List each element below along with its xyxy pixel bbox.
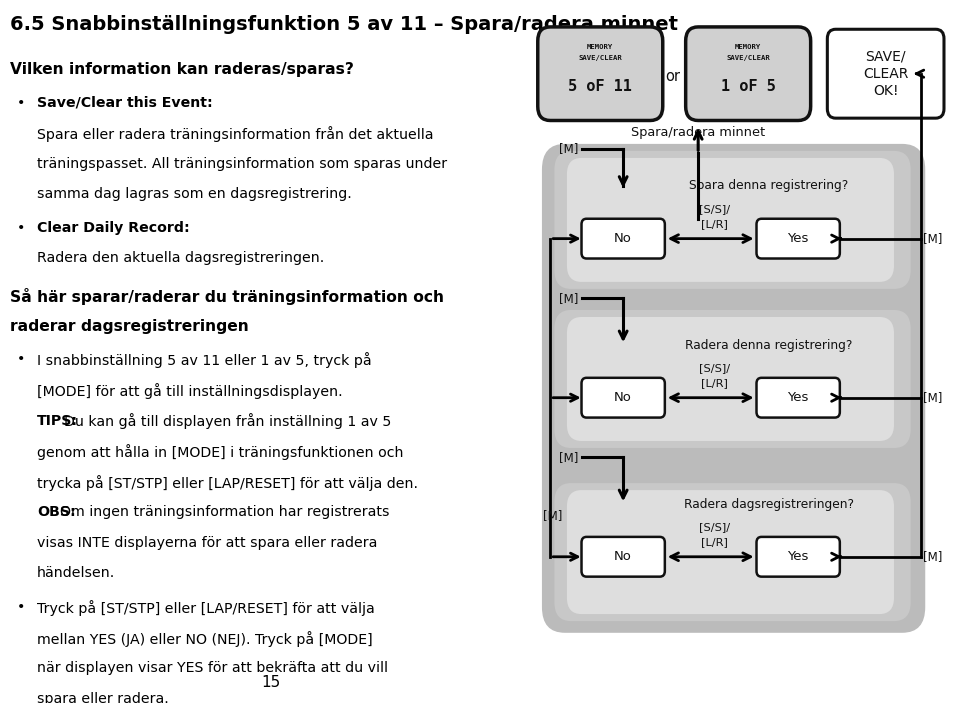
Text: SAVE/CLEAR: SAVE/CLEAR xyxy=(727,55,770,60)
Text: No: No xyxy=(614,232,632,245)
Text: No: No xyxy=(614,391,632,404)
Text: SAVE/
CLEAR
OK!: SAVE/ CLEAR OK! xyxy=(863,49,908,98)
FancyBboxPatch shape xyxy=(555,151,911,289)
Text: •: • xyxy=(17,352,26,366)
Text: SAVE/CLEAR: SAVE/CLEAR xyxy=(578,55,622,60)
Text: 5 oF 11: 5 oF 11 xyxy=(568,79,633,93)
Text: Clear Daily Record:: Clear Daily Record: xyxy=(36,221,190,235)
Text: [S/S]/: [S/S]/ xyxy=(699,522,731,533)
FancyBboxPatch shape xyxy=(582,219,665,259)
Text: raderar dagsregistreringen: raderar dagsregistreringen xyxy=(10,318,249,334)
Text: [M]: [M] xyxy=(924,391,943,404)
Text: trycka på [ST/STP] eller [LAP/RESET] för att välja den.: trycka på [ST/STP] eller [LAP/RESET] för… xyxy=(36,475,418,491)
Text: Du kan gå till displayen från inställning 1 av 5: Du kan gå till displayen från inställnin… xyxy=(64,413,392,430)
Text: [M]: [M] xyxy=(924,232,943,245)
Text: or: or xyxy=(665,69,681,84)
FancyBboxPatch shape xyxy=(567,158,894,282)
Text: MEMORY: MEMORY xyxy=(588,44,613,50)
Text: händelsen.: händelsen. xyxy=(36,567,115,581)
Text: [L/R]: [L/R] xyxy=(702,219,729,229)
Text: Så här sparar/raderar du träningsinformation och: Så här sparar/raderar du träningsinforma… xyxy=(10,288,444,305)
FancyBboxPatch shape xyxy=(756,219,840,259)
Text: samma dag lagras som en dagsregistrering.: samma dag lagras som en dagsregistrering… xyxy=(36,187,351,201)
Text: visas INTE displayerna för att spara eller radera: visas INTE displayerna för att spara ell… xyxy=(36,536,377,550)
Text: •: • xyxy=(17,221,26,235)
FancyBboxPatch shape xyxy=(555,483,911,621)
Text: [M]: [M] xyxy=(559,142,578,155)
Text: TIPS:: TIPS: xyxy=(36,413,78,427)
Text: 1 oF 5: 1 oF 5 xyxy=(721,79,776,93)
Text: Vilken information kan raderas/sparas?: Vilken information kan raderas/sparas? xyxy=(10,62,353,77)
Text: [L/R]: [L/R] xyxy=(702,378,729,389)
Text: [L/R]: [L/R] xyxy=(702,538,729,548)
Text: Radera dagsregistreringen?: Radera dagsregistreringen? xyxy=(684,498,854,510)
Text: [M]: [M] xyxy=(924,550,943,563)
FancyBboxPatch shape xyxy=(567,490,894,614)
Text: Yes: Yes xyxy=(787,391,809,404)
FancyBboxPatch shape xyxy=(828,30,944,118)
Text: träningspasset. All träningsinformation som sparas under: träningspasset. All träningsinformation … xyxy=(36,157,447,171)
Text: när displayen visar YES för att bekräfta att du vill: när displayen visar YES för att bekräfta… xyxy=(36,662,388,676)
Text: 15: 15 xyxy=(261,676,281,690)
FancyBboxPatch shape xyxy=(756,378,840,418)
Text: mellan YES (JA) eller NO (NEJ). Tryck på [MODE]: mellan YES (JA) eller NO (NEJ). Tryck på… xyxy=(36,631,372,647)
Text: 6.5 Snabbinställningsfunktion 5 av 11 – Spara/radera minnet: 6.5 Snabbinställningsfunktion 5 av 11 – … xyxy=(10,15,678,34)
FancyBboxPatch shape xyxy=(685,27,810,120)
Text: [M]: [M] xyxy=(559,292,578,305)
Text: •: • xyxy=(17,96,26,110)
Text: Radera den aktuella dagsregistreringen.: Radera den aktuella dagsregistreringen. xyxy=(36,252,324,266)
FancyBboxPatch shape xyxy=(582,537,665,576)
Text: Yes: Yes xyxy=(787,232,809,245)
FancyBboxPatch shape xyxy=(567,317,894,441)
Text: Yes: Yes xyxy=(787,550,809,563)
Text: •: • xyxy=(17,600,26,614)
Text: [M]: [M] xyxy=(559,451,578,464)
Text: [S/S]/: [S/S]/ xyxy=(699,363,731,373)
FancyBboxPatch shape xyxy=(538,27,662,120)
Text: spara eller radera.: spara eller radera. xyxy=(36,692,169,703)
Text: OBS:: OBS: xyxy=(36,505,76,520)
Text: Radera denna registrering?: Radera denna registrering? xyxy=(685,339,852,352)
Text: I snabbinställning 5 av 11 eller 1 av 5, tryck på: I snabbinställning 5 av 11 eller 1 av 5,… xyxy=(36,352,372,368)
Text: Spara eller radera träningsinformation från det aktuella: Spara eller radera träningsinformation f… xyxy=(36,126,433,142)
FancyBboxPatch shape xyxy=(756,537,840,576)
Text: Spara denna registrering?: Spara denna registrering? xyxy=(689,179,849,193)
FancyBboxPatch shape xyxy=(555,310,911,448)
FancyBboxPatch shape xyxy=(582,378,665,418)
FancyBboxPatch shape xyxy=(542,144,925,633)
Text: Spara/radera minnet: Spara/radera minnet xyxy=(631,126,765,138)
Text: genom att hålla in [MODE] i träningsfunktionen och: genom att hålla in [MODE] i träningsfunk… xyxy=(36,444,403,460)
Text: No: No xyxy=(614,550,632,563)
Text: Om ingen träningsinformation har registrerats: Om ingen träningsinformation har registr… xyxy=(60,505,389,520)
Text: [M]: [M] xyxy=(543,510,563,522)
Text: Tryck på [ST/STP] eller [LAP/RESET] för att välja: Tryck på [ST/STP] eller [LAP/RESET] för … xyxy=(36,600,374,616)
Text: Save/Clear this Event:: Save/Clear this Event: xyxy=(36,96,212,110)
Text: [MODE] för att gå till inställningsdisplayen.: [MODE] för att gå till inställningsdispl… xyxy=(36,383,343,399)
Text: [S/S]/: [S/S]/ xyxy=(699,205,731,214)
Text: MEMORY: MEMORY xyxy=(735,44,761,50)
